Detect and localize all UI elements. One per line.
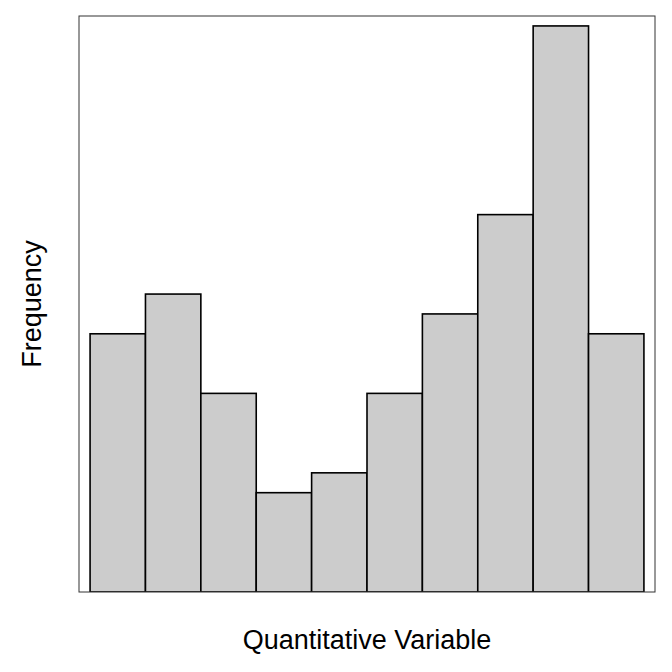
bars (90, 26, 644, 592)
histogram-bar (312, 473, 367, 592)
histogram-bar (589, 334, 644, 592)
chart-svg: Quantitative Variable Frequency (0, 0, 672, 672)
x-axis-label: Quantitative Variable (243, 625, 492, 655)
histogram-bar (422, 314, 477, 592)
histogram-bar (367, 393, 422, 592)
plot-frame (79, 16, 655, 592)
histogram-bar (145, 294, 200, 592)
histogram-bar (533, 26, 588, 592)
histogram-bar (478, 215, 533, 592)
histogram-bar (201, 393, 256, 592)
histogram-bar (90, 334, 145, 592)
chart-container: Quantitative Variable Frequency (0, 0, 672, 672)
histogram-bar (256, 493, 311, 592)
y-axis-label: Frequency (17, 240, 47, 368)
